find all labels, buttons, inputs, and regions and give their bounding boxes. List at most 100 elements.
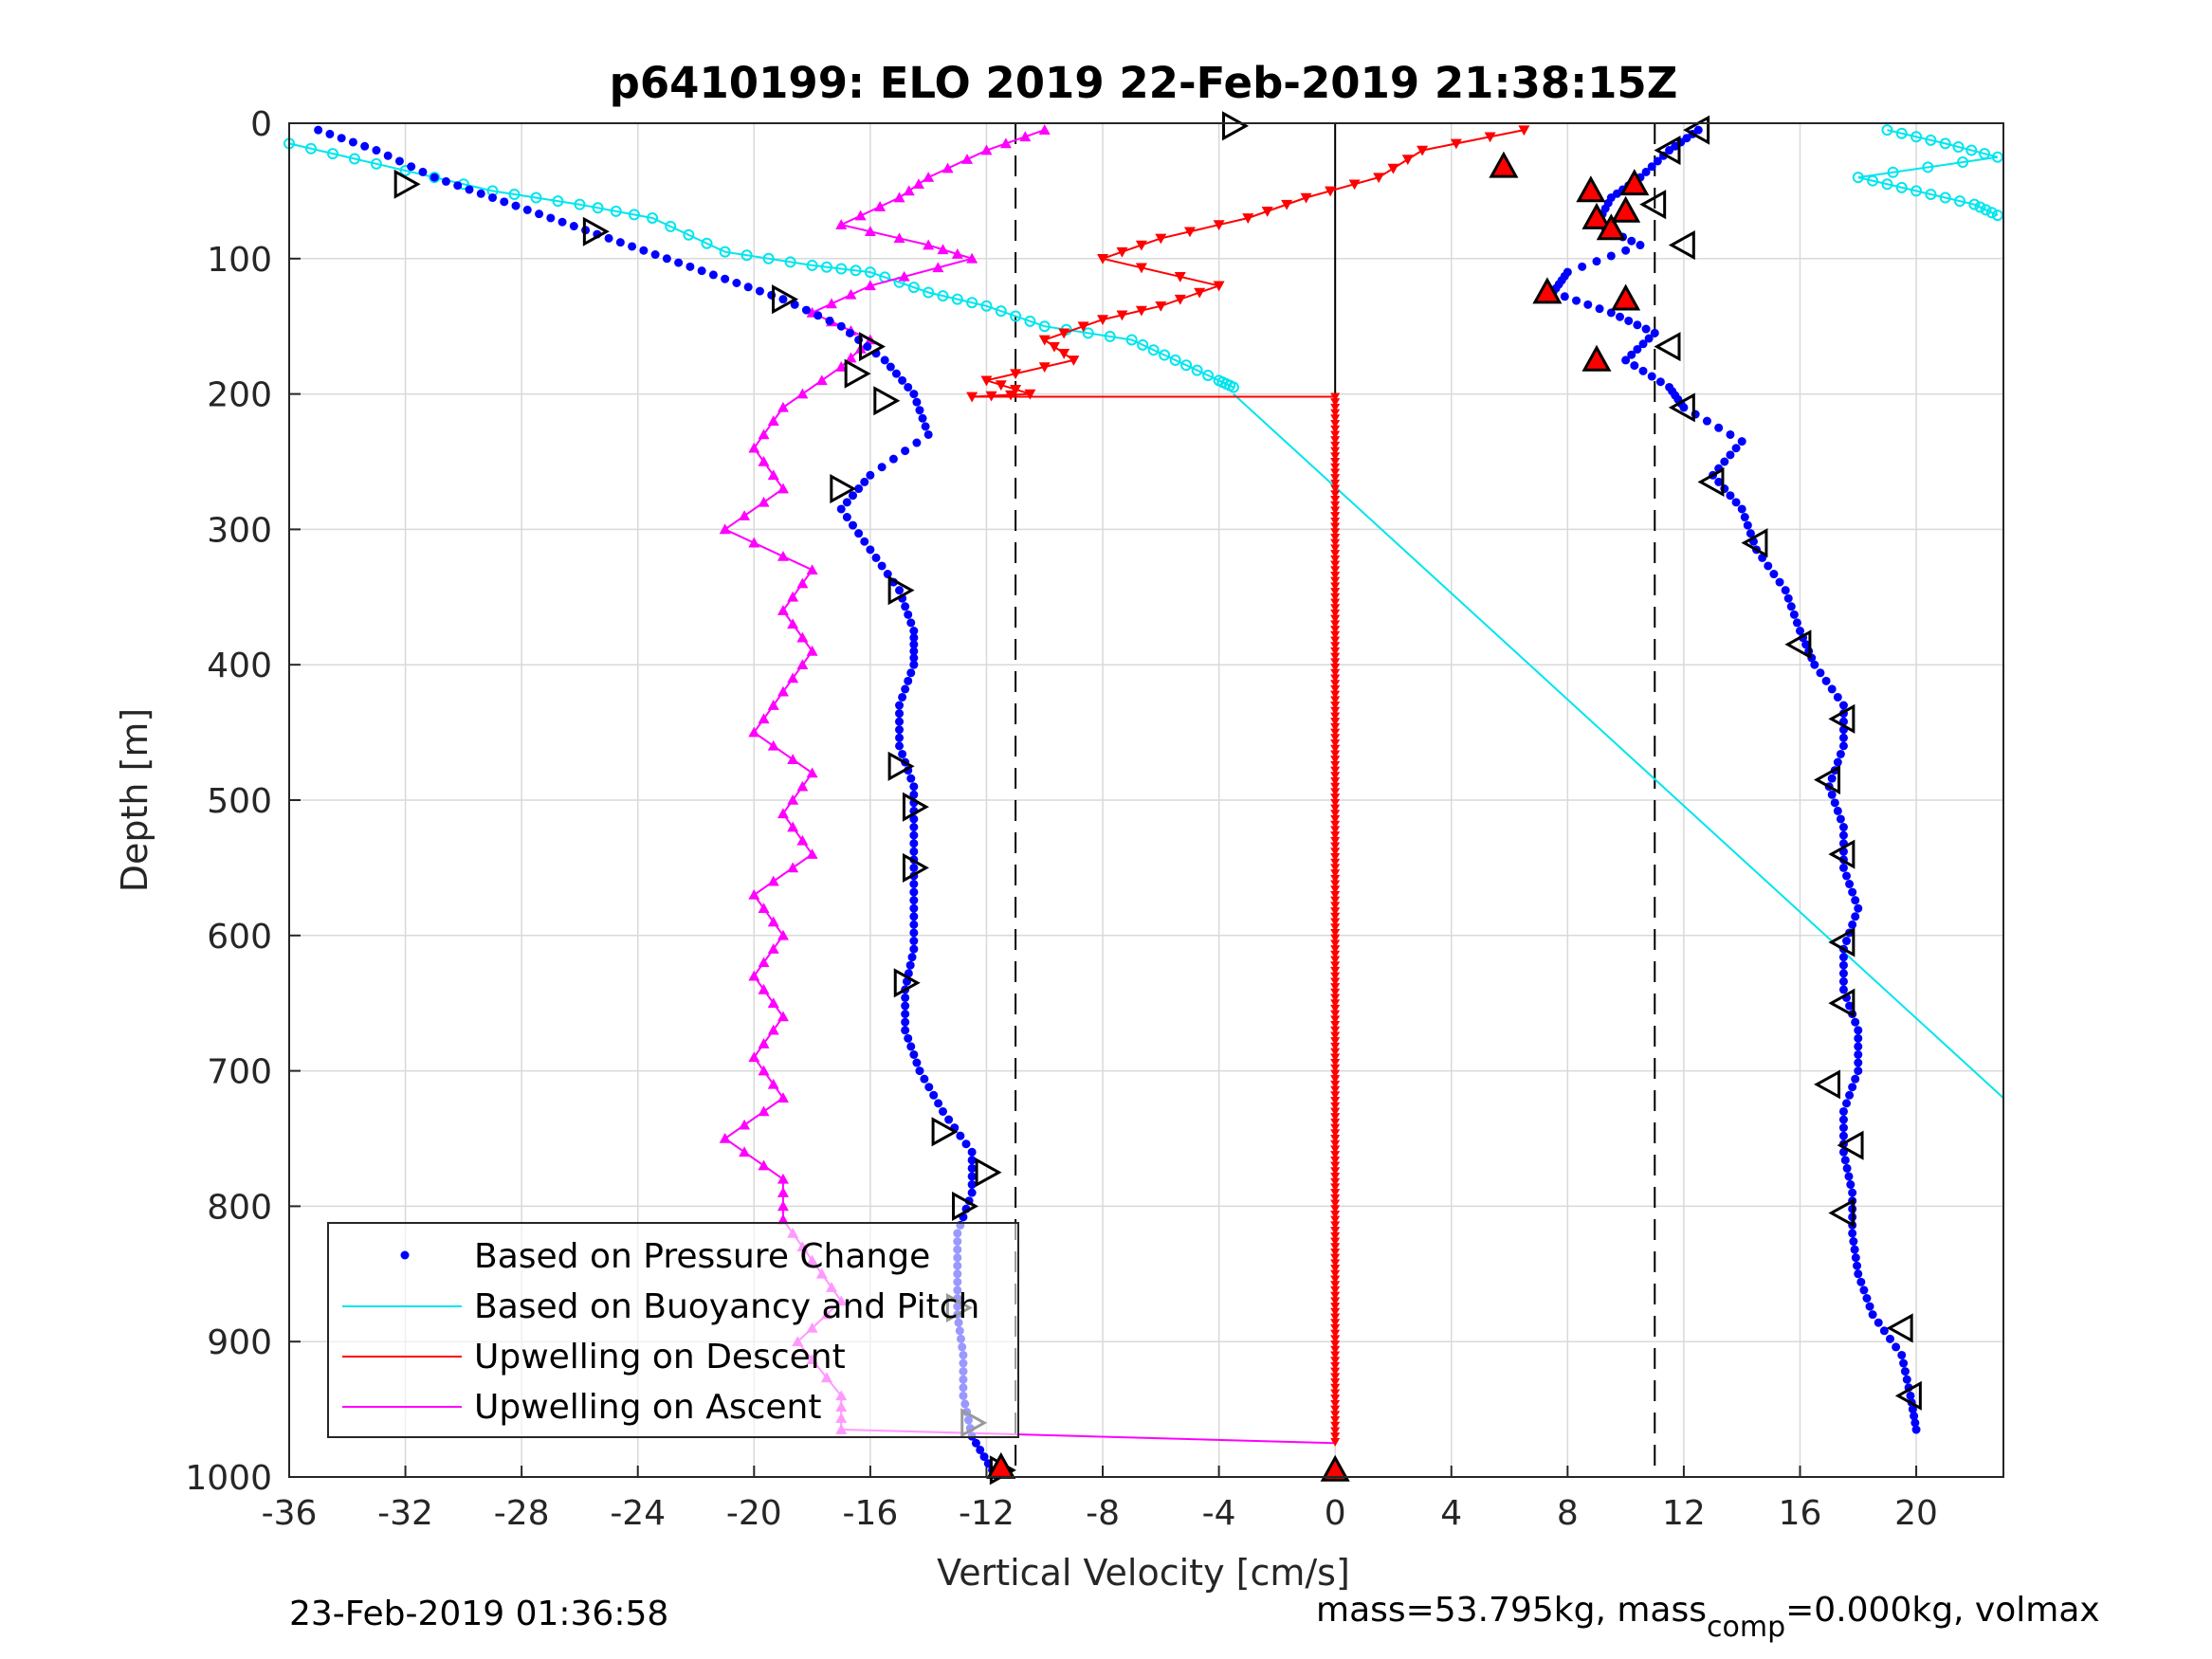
pressure-velocity-point: [778, 295, 788, 304]
buoyancy-point: [1925, 134, 1937, 146]
pressure-velocity-point: [1836, 814, 1845, 824]
descent-upwelling-marker: [1330, 684, 1341, 694]
pressure-velocity-point: [325, 129, 335, 138]
buoyancy-point: [1925, 188, 1937, 200]
descent-upwelling-marker: [1330, 734, 1341, 743]
pressure-velocity-point: [1862, 1294, 1872, 1304]
descent-upwelling-marker: [1281, 199, 1293, 210]
x-tick-label: -8: [1086, 1494, 1120, 1533]
ascent-upwelling-marker: [767, 700, 779, 710]
pressure-velocity-point: [891, 369, 901, 378]
descent-upwelling-marker: [1330, 642, 1341, 651]
legend-label-ascent: Upwelling on Ascent: [474, 1388, 821, 1427]
ascent-upwelling-marker: [787, 754, 799, 764]
pressure-velocity-point: [1827, 774, 1837, 783]
ascent-upwelling-marker: [767, 1078, 779, 1089]
pressure-velocity-point: [732, 279, 741, 288]
descent-upwelling-marker: [1330, 810, 1341, 819]
descent-upwelling-marker: [1330, 1135, 1341, 1143]
ascent-upwelling-marker: [748, 442, 760, 453]
ascent-profile-marker: [1828, 1197, 1856, 1229]
descent-upwelling-marker: [1330, 544, 1341, 554]
descent-upwelling-marker: [1330, 712, 1341, 721]
buoyancy-point: [1965, 144, 1978, 156]
pressure-velocity-point: [790, 300, 799, 309]
descent-upwelling-marker: [1330, 452, 1341, 462]
pressure-velocity-point: [854, 484, 864, 494]
pressure-velocity-point: [1633, 344, 1642, 354]
pressure-velocity-point: [877, 561, 887, 571]
buoyancy-point: [429, 172, 441, 184]
x-axis-label: Vertical Velocity [cm/s]: [937, 1552, 1350, 1594]
pressure-velocity-point: [895, 725, 905, 735]
pressure-velocity-point: [906, 1042, 916, 1051]
descent-upwelling-marker: [1213, 281, 1225, 292]
descent-upwelling-marker: [1330, 474, 1341, 483]
pressure-velocity-point: [1838, 1106, 1848, 1116]
x-tick-label: -20: [726, 1494, 782, 1533]
pressure-velocity-point: [1746, 529, 1755, 538]
descent-upwelling-marker: [1330, 1189, 1341, 1198]
descent-upwelling-marker: [1330, 420, 1341, 429]
descent-upwelling-marker: [1213, 220, 1225, 231]
pressure-velocity-point: [372, 146, 381, 155]
footer-mass-sub: comp: [1707, 1611, 1785, 1644]
pressure-velocity-point: [901, 1017, 910, 1027]
pressure-velocity-point: [888, 454, 898, 464]
pressure-velocity-point: [1842, 871, 1852, 881]
x-tick-label: 8: [1557, 1494, 1579, 1533]
pressure-velocity-point: [1838, 1115, 1848, 1124]
descent-upwelling-marker: [1330, 550, 1341, 559]
pressure-velocity-point: [1731, 498, 1741, 507]
descent-upwelling-marker: [1038, 335, 1051, 346]
descent-upwelling-marker: [1058, 348, 1070, 359]
pressure-velocity-point: [1621, 356, 1631, 365]
pressure-velocity-point: [1636, 241, 1645, 250]
descent-upwelling-marker: [1330, 1237, 1341, 1247]
pressure-velocity-point: [909, 830, 919, 840]
buoyancy-point: [592, 202, 604, 214]
pressure-velocity-point: [697, 266, 706, 276]
pressure-velocity-point: [558, 217, 567, 227]
pressure-velocity-point: [909, 647, 919, 656]
descent-upwelling-marker: [1330, 1085, 1341, 1095]
buoyancy-model-line: [1233, 392, 2004, 1099]
ascent-upwelling-marker: [787, 591, 799, 602]
pressure-velocity-point: [1856, 1277, 1866, 1286]
descent-upwelling-marker: [1135, 263, 1147, 274]
pressure-velocity-point: [1781, 586, 1790, 595]
pressure-velocity-point: [860, 537, 869, 546]
ascent-upwelling-marker: [787, 672, 799, 684]
pressure-velocity-point: [967, 1163, 977, 1173]
pressure-velocity-point: [1592, 257, 1601, 266]
descent-upwelling-marker: [1330, 739, 1341, 749]
ascent-profile-marker: [1828, 927, 1856, 957]
descent-upwelling-marker: [1330, 1118, 1341, 1127]
pressure-velocity-point: [394, 156, 404, 166]
descent-upwelling-marker: [1330, 1253, 1341, 1263]
pressure-velocity-point: [511, 201, 521, 210]
pressure-velocity-point: [1647, 372, 1656, 381]
ascent-upwelling-marker: [961, 154, 974, 164]
descent-upwelling-marker: [1330, 447, 1341, 456]
descent-upwelling-marker: [1330, 777, 1341, 787]
ascent-upwelling-marker: [951, 248, 963, 259]
descent-upwelling-marker: [1174, 294, 1186, 305]
ascent-upwelling-marker: [758, 1038, 770, 1048]
descent-upwelling-marker: [1330, 1269, 1341, 1279]
pressure-velocity-point: [967, 1147, 977, 1157]
buoyancy-point: [348, 153, 360, 165]
ascent-upwelling-marker: [845, 352, 857, 363]
descent-upwelling-marker: [1330, 626, 1341, 635]
ascent-upwelling-marker: [748, 888, 760, 900]
buoyancy-point: [1910, 131, 1923, 143]
descent-upwelling-marker: [1330, 842, 1341, 851]
buoyancy-point: [1974, 201, 1986, 213]
descent-upwelling-marker: [1330, 674, 1341, 684]
buoyancy-point: [937, 290, 949, 302]
descent-upwelling-marker: [1330, 1037, 1341, 1047]
descent-upwelling-marker: [1330, 1010, 1341, 1019]
descent-upwelling-marker: [995, 380, 1007, 392]
pressure-velocity-point: [360, 141, 370, 151]
buoyancy-point: [1852, 172, 1864, 184]
